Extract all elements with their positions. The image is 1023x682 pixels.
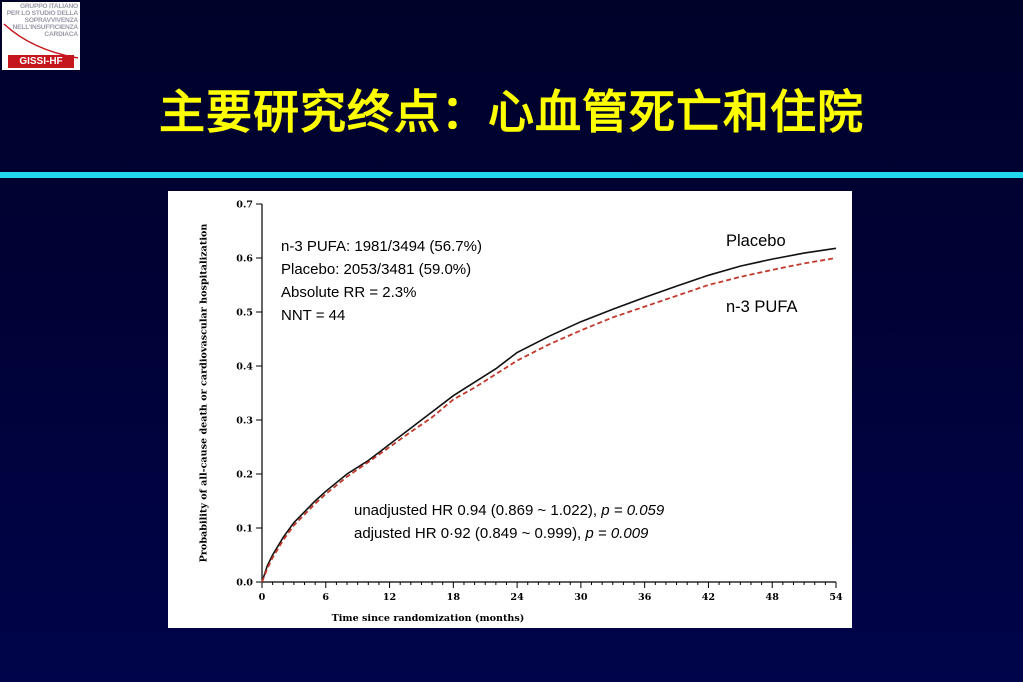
series-line-pufa [261,257,837,583]
logo-text: GRUPPO ITALIANO PER LO STUDIO DELLA SOPR… [4,3,79,39]
km-chart: 0.0 0.1 0.2 0.3 0.4 0.5 0.6 0.7 0 6 12 18 24 30 36 42 48… [236,200,843,604]
x-tick-label: 54 [829,592,843,603]
y-tick-label: 0.2 [236,470,253,481]
series-label-placebo: Placebo [726,232,786,250]
x-tick-label: 24 [510,592,524,603]
gissi-hf-logo: GRUPPO ITALIANO PER LO STUDIO DELLA SOPR… [2,2,80,70]
stats-annotation: n-3 PUFA: 1981/3494 (56.7%) Placebo: 205… [281,235,482,327]
hr-unadjusted: unadjusted HR 0.94 (0.869 ~ 1.022), p = … [354,499,664,522]
logo-line: GRUPPO ITALIANO [19,3,78,10]
stats-line-pufa: n-3 PUFA: 1981/3494 (56.7%) [281,238,482,255]
hr-adjusted: adjusted HR 0·92 (0.849 ~ 0.999), p = 0.… [354,522,664,545]
series-label-pufa: n-3 PUFA [726,298,798,316]
stats-line-arr: Absolute RR = 2.3% [281,284,417,301]
x-tick-label: 30 [574,592,588,603]
y-tick-label: 0.1 [236,524,253,535]
stats-line-placebo: Placebo: 2053/3481 (59.0%) [281,261,472,278]
logo-line: NELL'INSUFFICIENZA [12,23,79,31]
hr-adjusted-text: adjusted HR 0·92 (0.849 ~ 0.999), [354,525,586,542]
y-tick-label: 0.7 [236,200,253,211]
hr-adjusted-p: p = 0.009 [585,525,649,542]
x-tick-label: 42 [702,592,715,603]
x-axis-label: Time since randomization (months) [331,613,525,624]
y-tick-label: 0.0 [236,578,253,589]
stats-line-nnt: NNT = 44 [281,307,346,324]
x-tick-label: 0 [259,592,266,603]
title-divider [0,172,1023,178]
y-tick-label: 0.3 [236,416,253,427]
y-tick-label: 0.4 [236,362,253,373]
y-tick-label: 0.5 [236,308,253,319]
x-tick-label: 6 [322,592,329,603]
logo-line: PER LO STUDIO DELLA [6,9,79,17]
x-tick-label: 18 [447,592,461,603]
y-axis-label-text: Probability of all-cause death or cardio… [198,223,210,563]
logo-line: SOPRAVVIVENZA [24,16,79,24]
y-tick-label: 0.6 [236,254,253,265]
series-line-placebo [261,247,837,583]
logo-badge: GISSI-HF [8,55,74,68]
hazard-ratio-annotation: unadjusted HR 0.94 (0.869 ~ 1.022), p = … [354,499,664,545]
logo-line: CARDIACA [44,30,78,38]
slide-title: 主要研究终点：心血管死亡和住院 [159,85,864,139]
chart-panel: 0.0 0.1 0.2 0.3 0.4 0.5 0.6 0.7 0 6 12 18 24 30 36 42 48… [168,191,852,628]
hr-unadjusted-text: unadjusted HR 0.94 (0.869 ~ 1.022), [354,502,602,519]
x-tick-label: 12 [383,592,396,603]
x-tick-label: 36 [638,592,652,603]
hr-unadjusted-p: p = 0.059 [601,502,665,519]
x-tick-label: 48 [766,592,780,603]
